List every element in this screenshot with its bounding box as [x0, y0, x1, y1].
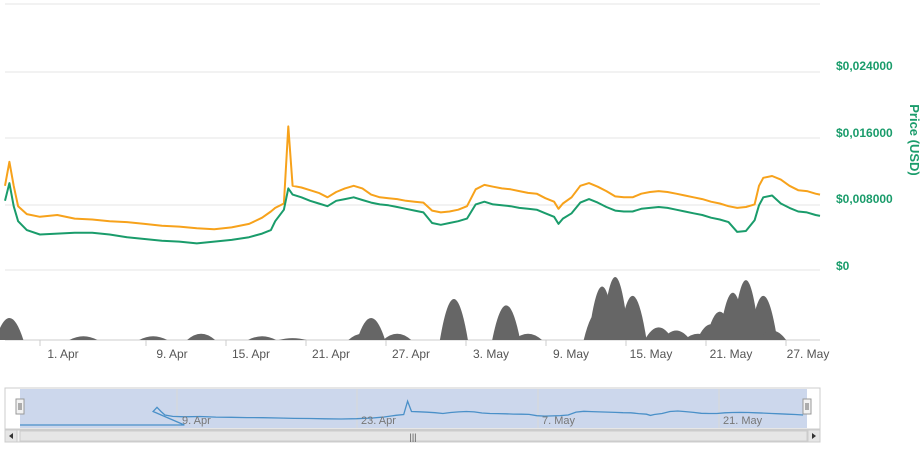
navigator-left-handle[interactable] [15, 398, 25, 415]
x-tick-label-9: 27. May [787, 347, 830, 361]
volume-bar-8 [383, 333, 412, 340]
x-tick-label-5: 3. May [473, 347, 509, 361]
scrollbar-grip-icon: ||| [409, 432, 416, 442]
volume-bar-9 [439, 299, 468, 340]
x-tick-label-4: 27. Apr [392, 347, 430, 361]
x-tick-label-7: 15. May [630, 347, 673, 361]
y-axis: $0 $0,008000 $0,016000 $0,024000 [836, 59, 893, 273]
x-tick-label-3: 21. Apr [312, 347, 350, 361]
volume-bar-23 [749, 295, 778, 340]
x-tick-label-6: 9. May [553, 347, 589, 361]
arrow-right-icon [812, 433, 816, 439]
x-tick-label-8: 21. May [710, 347, 753, 361]
x-tick-label-0: 1. Apr [47, 347, 78, 361]
volume-bars [0, 277, 787, 340]
navigator-tick-label-1: 23. Apr [361, 415, 396, 427]
x-ticks [39, 340, 787, 346]
volume-bar-7 [357, 317, 386, 340]
volume-bar-1 [69, 336, 98, 340]
volume-bar-11 [514, 333, 542, 340]
gridlines [5, 3, 820, 271]
price-series [4, 125, 821, 245]
volume-bar-15 [618, 295, 647, 340]
y-tick-label-0: $0 [836, 259, 850, 273]
price-series-line-1 [4, 182, 821, 245]
navigator-series [20, 399, 804, 426]
scrollbar[interactable]: ||| [4, 429, 821, 443]
volume-bar-3 [187, 333, 216, 340]
volume-bar-4 [248, 336, 277, 340]
volume-bar-2 [139, 336, 168, 340]
x-tick-label-1: 9. Apr [156, 347, 187, 361]
navigator-axis: 9. Apr 23. Apr 7. May 21. May [182, 415, 763, 427]
y-axis-title: Price (USD) [907, 104, 922, 176]
navigator-right-handle[interactable] [802, 398, 812, 415]
navigator-tick-label-3: 21. May [723, 415, 763, 427]
y-tick-label-2: $0,016000 [836, 126, 893, 140]
y-tick-label-3: $0,024000 [836, 59, 893, 73]
navigator-tick-label-0: 9. Apr [182, 415, 211, 427]
volume-bar-0 [0, 318, 24, 340]
navigator-selected-range[interactable] [20, 389, 807, 428]
scrollbar-thumb[interactable] [19, 430, 808, 442]
arrow-left-icon [9, 433, 13, 439]
navigator-tick-label-2: 7. May [542, 415, 576, 427]
y-tick-label-1: $0,008000 [836, 192, 893, 206]
navigator-series-line [20, 399, 804, 426]
volume-bar-24 [758, 330, 787, 340]
navigator[interactable]: 9. Apr 23. Apr 7. May 21. May [4, 387, 821, 430]
volume-bar-10 [492, 305, 521, 340]
x-axis: 1. Apr 9. Apr 15. Apr 21. Apr 27. Apr 3.… [47, 347, 829, 361]
volume-bar-5 [278, 338, 307, 340]
volume-bar-17 [662, 330, 691, 340]
x-tick-label-2: 15. Apr [232, 347, 270, 361]
price-series-line-0 [4, 125, 821, 231]
